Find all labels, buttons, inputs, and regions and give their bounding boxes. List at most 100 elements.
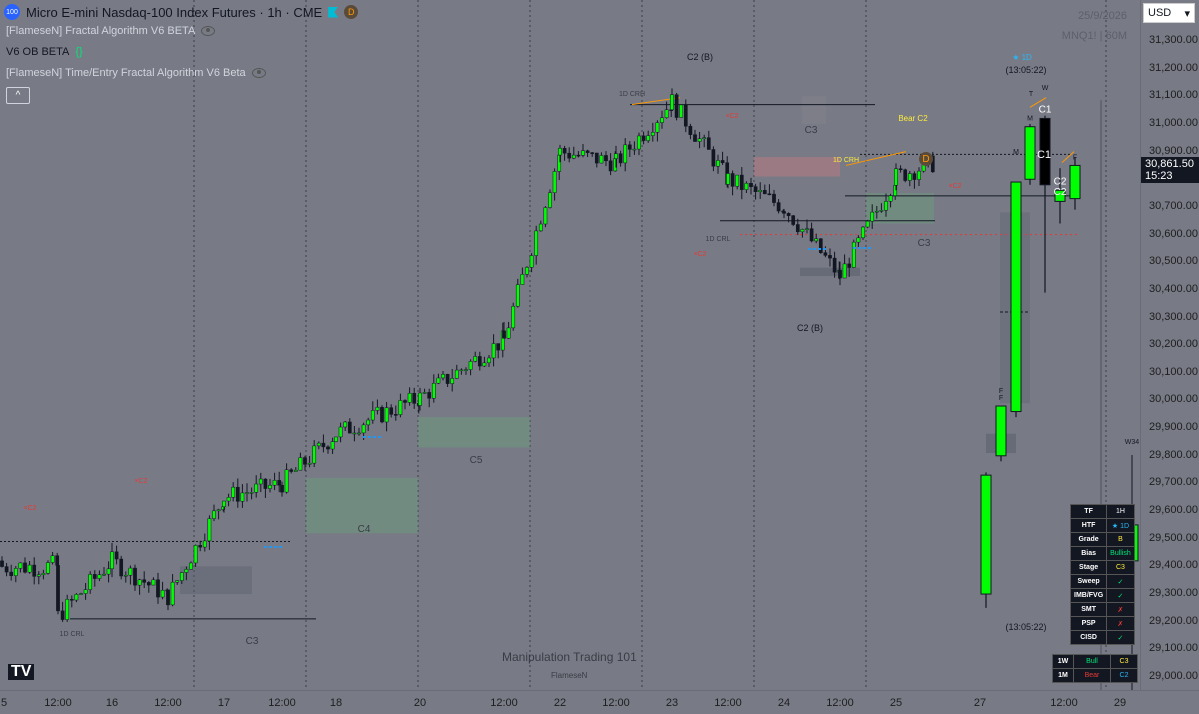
candle-body	[482, 362, 487, 367]
tf-row: 1W Bull C3	[1052, 654, 1138, 669]
tradingview-logo[interactable]: TV	[8, 664, 35, 680]
htf-candle-body	[1069, 164, 1081, 200]
candle-body	[41, 573, 46, 576]
chart-annotation: C3	[918, 238, 931, 249]
candle-body	[74, 594, 79, 601]
candle-body	[842, 263, 847, 279]
candle-body	[823, 252, 828, 256]
watermark-author: FlameseN	[551, 671, 588, 680]
candle-body	[898, 168, 903, 171]
candle-body	[436, 377, 441, 384]
collapse-legend-button[interactable]: ^	[6, 87, 30, 104]
chart-annotation: Bear C2	[898, 114, 928, 123]
candle-body	[491, 343, 496, 359]
candle-body	[293, 469, 298, 472]
candle-body	[445, 374, 450, 384]
stats-value: ✗	[1106, 602, 1135, 617]
currency-select[interactable]: USD ▾	[1143, 3, 1195, 23]
candle-body	[280, 484, 284, 493]
candle-body	[749, 183, 753, 187]
chart-annotation: 1D CRL	[60, 631, 85, 638]
candle-body	[326, 446, 330, 450]
indicator-v6-ob[interactable]: V6 OB BETA {}	[6, 46, 83, 58]
price-axis[interactable]: 31,300.00 31,200.00 31,100.00 31,000.00 30,9…	[1140, 0, 1199, 690]
time-tick-label: 20	[413, 697, 427, 709]
chart-plot-area[interactable]: F M C1 C2 F C2 (B) 1D CRH 1D CRL C3 C4 C5 Bear C2 C2…	[0, 0, 1140, 690]
candle-body	[137, 579, 142, 586]
candle-body	[380, 407, 384, 423]
candle-body	[334, 436, 338, 442]
flag-icon[interactable]	[328, 6, 339, 18]
candle-body	[674, 94, 679, 118]
eye-hidden-icon[interactable]	[201, 26, 216, 36]
candle-body	[60, 610, 65, 620]
stats-value: 1H	[1106, 504, 1135, 519]
indicator-time-entry[interactable]: [FlameseN] Time/Entry Fractal Algorithm …	[6, 67, 266, 79]
candle-body	[56, 565, 60, 612]
watermark-title: Manipulation Trading 101	[502, 650, 637, 664]
candle-body	[361, 424, 366, 434]
price-tick-label: 30,200.00	[1149, 338, 1198, 351]
stats-row: Sweep ✓	[1069, 574, 1135, 589]
stats-key: PSP	[1069, 616, 1108, 631]
candle-body	[814, 238, 819, 242]
candle-body	[818, 238, 823, 253]
candle-body	[618, 153, 623, 164]
candle-body	[0, 560, 4, 567]
stats-value: ★ 1D	[1106, 518, 1135, 533]
stats-value: ✓	[1106, 588, 1135, 603]
symbol-title[interactable]: Micro E-mini Nasdaq-100 Index Futures · …	[26, 4, 323, 20]
candle-body	[343, 421, 348, 428]
candle-body	[156, 579, 160, 598]
eye-hidden-icon[interactable]	[251, 68, 266, 78]
candle-body	[791, 215, 796, 225]
time-tick-label: 12:00	[1050, 697, 1078, 709]
candle-body	[13, 568, 18, 576]
candle-body	[46, 562, 50, 574]
stats-value: ✓	[1106, 630, 1135, 645]
candle-body	[97, 574, 102, 579]
chart-annotation: 1D CRH	[833, 157, 859, 164]
candle-body	[18, 562, 23, 569]
candle-body	[347, 421, 352, 434]
candle-body	[473, 356, 478, 362]
candle-body	[193, 545, 198, 564]
candle-body	[166, 589, 170, 606]
candle-body	[258, 478, 263, 485]
time-tick-label: 18	[329, 697, 343, 709]
candle-body	[92, 574, 97, 579]
tf-row: 1M Bear C2	[1052, 668, 1138, 683]
candle-body	[312, 445, 317, 464]
stats-key: Stage	[1069, 560, 1108, 575]
d-badge-icon[interactable]: D	[344, 5, 359, 19]
candle-body	[32, 564, 37, 577]
time-tick-label: 22	[553, 697, 567, 709]
candle-body	[468, 361, 473, 370]
chart-annotation: (13:05:22)	[1005, 65, 1046, 75]
candle-body	[907, 173, 912, 181]
candle-body	[454, 369, 459, 379]
candle-body	[106, 568, 111, 575]
time-axis[interactable]: 5 12:00 16 12:00 17 12:00 18 20 12:00 22 12:00 23 12…	[0, 690, 1199, 714]
candle-body	[316, 442, 321, 447]
candle-body	[861, 226, 865, 239]
candle-body	[706, 137, 711, 150]
candle-body	[4, 566, 9, 573]
indicator-fractal-algo[interactable]: [FlameseN] Fractal Algorithm V6 BETA	[6, 25, 216, 37]
chart-annotation: C2	[1054, 187, 1067, 198]
candle-body	[828, 255, 832, 259]
candle-body	[298, 457, 303, 471]
candle-body	[202, 540, 207, 548]
price-tick-label: 30,700.00	[1149, 199, 1198, 212]
candle-body	[558, 148, 562, 156]
chart-annotation: C2 (B)	[687, 52, 713, 62]
candle-body	[720, 160, 725, 163]
symbol-badge-icon[interactable]: 100	[4, 4, 20, 20]
price-tick-label: 31,000.00	[1149, 116, 1198, 129]
candle-body	[879, 210, 884, 212]
candle-body	[538, 223, 543, 232]
candle-body	[894, 168, 898, 186]
candle-body	[744, 183, 749, 190]
htf-candle-body	[995, 405, 1007, 457]
